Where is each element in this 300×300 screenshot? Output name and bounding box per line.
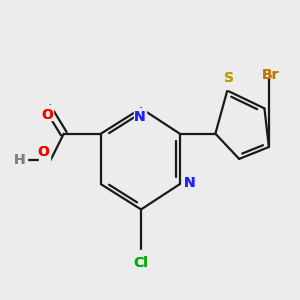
Bar <box>183 175 195 190</box>
Text: Cl: Cl <box>134 256 148 269</box>
Text: O: O <box>41 108 53 122</box>
Bar <box>17 154 27 167</box>
Bar <box>223 74 235 89</box>
Text: N: N <box>184 176 196 190</box>
Text: O: O <box>41 108 53 122</box>
Text: Br: Br <box>262 68 279 82</box>
Text: H: H <box>14 153 25 167</box>
Bar <box>38 150 50 165</box>
Text: N: N <box>134 110 146 124</box>
Bar <box>262 60 278 76</box>
Text: Br: Br <box>262 68 279 82</box>
Text: O: O <box>37 145 49 159</box>
Bar <box>132 250 150 267</box>
Text: Cl: Cl <box>134 256 148 269</box>
Bar <box>41 105 53 120</box>
Text: N: N <box>184 176 196 190</box>
Bar <box>134 108 146 123</box>
Text: S: S <box>224 70 234 85</box>
Text: O: O <box>37 145 49 159</box>
Text: N: N <box>134 110 146 124</box>
Text: H: H <box>14 153 25 167</box>
Text: S: S <box>224 70 234 85</box>
